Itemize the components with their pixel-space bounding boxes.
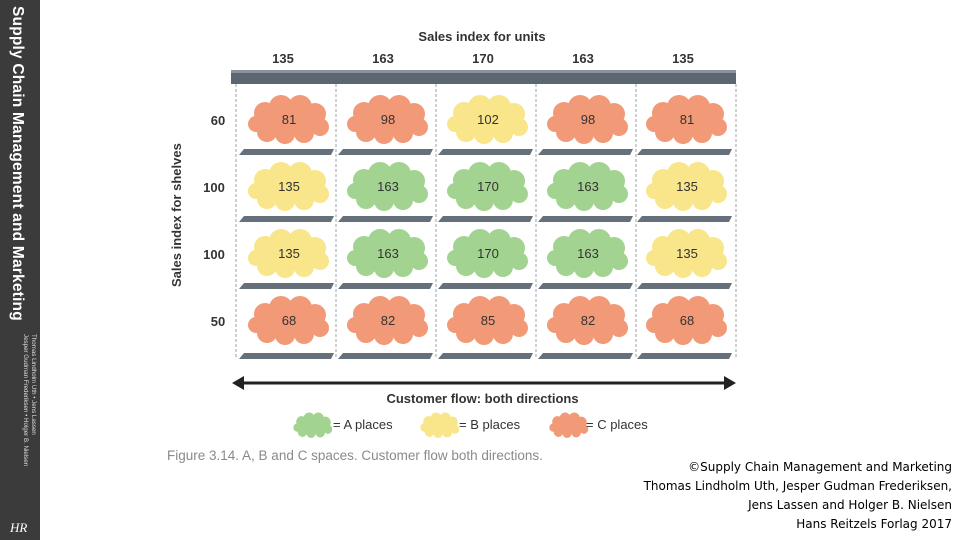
column-index-5: 135	[672, 51, 694, 66]
cell-value: 135	[278, 179, 300, 194]
copyright-line-2: Thomas Lindholm Uth, Jesper Gudman Frede…	[643, 479, 952, 493]
shelf-board-2-1	[239, 216, 334, 222]
cell-3-3: 170	[447, 229, 528, 278]
cell-3-4: 163	[547, 229, 628, 278]
cell-2-1: 135	[248, 162, 329, 211]
shelf-board-1-5	[637, 149, 732, 155]
cell-1-1: 81	[248, 95, 329, 144]
cell-4-1: 68	[248, 296, 329, 345]
legend-c-label: = C places	[586, 417, 648, 432]
column-index-1: 135	[272, 51, 294, 66]
sidebar-authors-line1: Thomas Lindholm Uth • Jens Lassen	[30, 334, 37, 435]
shelf-board-2-5	[637, 216, 732, 222]
cell-3-5: 135	[646, 229, 727, 278]
cell-1-4: 98	[547, 95, 628, 144]
cell-value: 82	[381, 313, 395, 328]
shelf-board-4-2	[338, 353, 433, 359]
column-index-2: 163	[372, 51, 394, 66]
shelf-board-2-2	[338, 216, 433, 222]
top-shelf-bar	[231, 70, 736, 84]
cell-value: 68	[680, 313, 694, 328]
cell-4-5: 68	[646, 296, 727, 345]
cell-1-2: 98	[347, 95, 428, 144]
row-index-2: 100	[203, 180, 225, 195]
cell-value: 163	[377, 246, 399, 261]
copyright-notice: ©Supply Chain Management and Marketing T…	[644, 458, 952, 534]
shelf-board-1-3	[438, 149, 533, 155]
shelf-boards	[239, 149, 732, 359]
shelf-dividers	[235, 84, 737, 358]
shelf-board-4-4	[538, 353, 633, 359]
cell-4-3: 85	[447, 296, 528, 345]
cell-value: 68	[282, 313, 296, 328]
cell-value: 170	[477, 246, 499, 261]
customer-flow-label: Customer flow: both directions	[386, 391, 579, 406]
legend-swatch-b	[420, 412, 460, 438]
cell-2-5: 135	[646, 162, 727, 211]
sidebar-authors: Thomas Lindholm Uth • Jens Lassen Jesper…	[21, 334, 37, 466]
legend-swatch-a	[293, 412, 333, 438]
cell-value: 135	[278, 246, 300, 261]
cell-2-4: 163	[547, 162, 628, 211]
cell-4-4: 82	[547, 296, 628, 345]
cell-4-2: 82	[347, 296, 428, 345]
cell-value: 98	[581, 112, 595, 127]
cell-value: 81	[282, 112, 296, 127]
sidebar-title: Supply Chain Management and Marketing	[9, 6, 26, 321]
shelf-board-3-2	[338, 283, 433, 289]
legend-swatch-c	[549, 412, 589, 438]
cell-value: 163	[577, 179, 599, 194]
cell-value: 81	[680, 112, 694, 127]
shelf-board-3-5	[637, 283, 732, 289]
column-index-3: 170	[472, 51, 494, 66]
legend-a-label: = A places	[333, 417, 393, 432]
column-index-4: 163	[572, 51, 594, 66]
top-shelf-highlight	[231, 70, 736, 73]
shelf-board-3-4	[538, 283, 633, 289]
publisher-logo: HR	[10, 520, 28, 535]
cell-value: 170	[477, 179, 499, 194]
cell-value: 82	[581, 313, 595, 328]
units-axis-title: Sales index for units	[418, 29, 546, 44]
shelf-board-2-4	[538, 216, 633, 222]
cell-3-2: 163	[347, 229, 428, 278]
sidebar: Supply Chain Management and Marketing Th…	[0, 0, 40, 540]
cell-value: 163	[577, 246, 599, 261]
shelf-board-3-3	[438, 283, 533, 289]
cell-1-3: 102	[447, 95, 528, 144]
shelf-board-1-1	[239, 149, 334, 155]
row-index-1: 60	[210, 113, 226, 128]
shelf-board-2-3	[438, 216, 533, 222]
shelf-board-4-5	[637, 353, 732, 359]
legend-b-label: = B places	[459, 417, 521, 432]
row-index-3: 100	[203, 247, 225, 262]
copyright-line-3: Jens Lassen and Holger B. Nielsen	[748, 498, 952, 512]
cell-value: 98	[381, 112, 395, 127]
cell-grid: 81 98 102 98 81 135 163 170 163 135 135 163 170 163 13…	[248, 95, 727, 345]
cell-value: 85	[481, 313, 495, 328]
cell-2-2: 163	[347, 162, 428, 211]
cell-1-5: 81	[646, 95, 727, 144]
cell-3-1: 135	[248, 229, 329, 278]
cell-value: 163	[377, 179, 399, 194]
cell-value: 102	[477, 112, 499, 127]
shelf-board-4-3	[438, 353, 533, 359]
shelf-board-4-1	[239, 353, 334, 359]
row-index-4: 50	[210, 314, 226, 329]
cell-value: 135	[676, 246, 698, 261]
shelf-board-1-2	[338, 149, 433, 155]
shelf-board-3-1	[239, 283, 334, 289]
cell-value: 135	[676, 179, 698, 194]
customer-flow-arrow	[232, 376, 736, 390]
figure-caption: Figure 3.14. A, B and C spaces. Customer…	[167, 448, 543, 463]
cell-2-3: 170	[447, 162, 528, 211]
sidebar-authors-line2: Jesper Gudman Frederiksen • Holger B. Ni…	[22, 334, 29, 467]
copyright-line-4: Hans Reitzels Forlag 2017	[796, 517, 952, 531]
shelf-board-1-4	[538, 149, 633, 155]
copyright-line-1: ©Supply Chain Management and Marketing	[688, 460, 952, 474]
